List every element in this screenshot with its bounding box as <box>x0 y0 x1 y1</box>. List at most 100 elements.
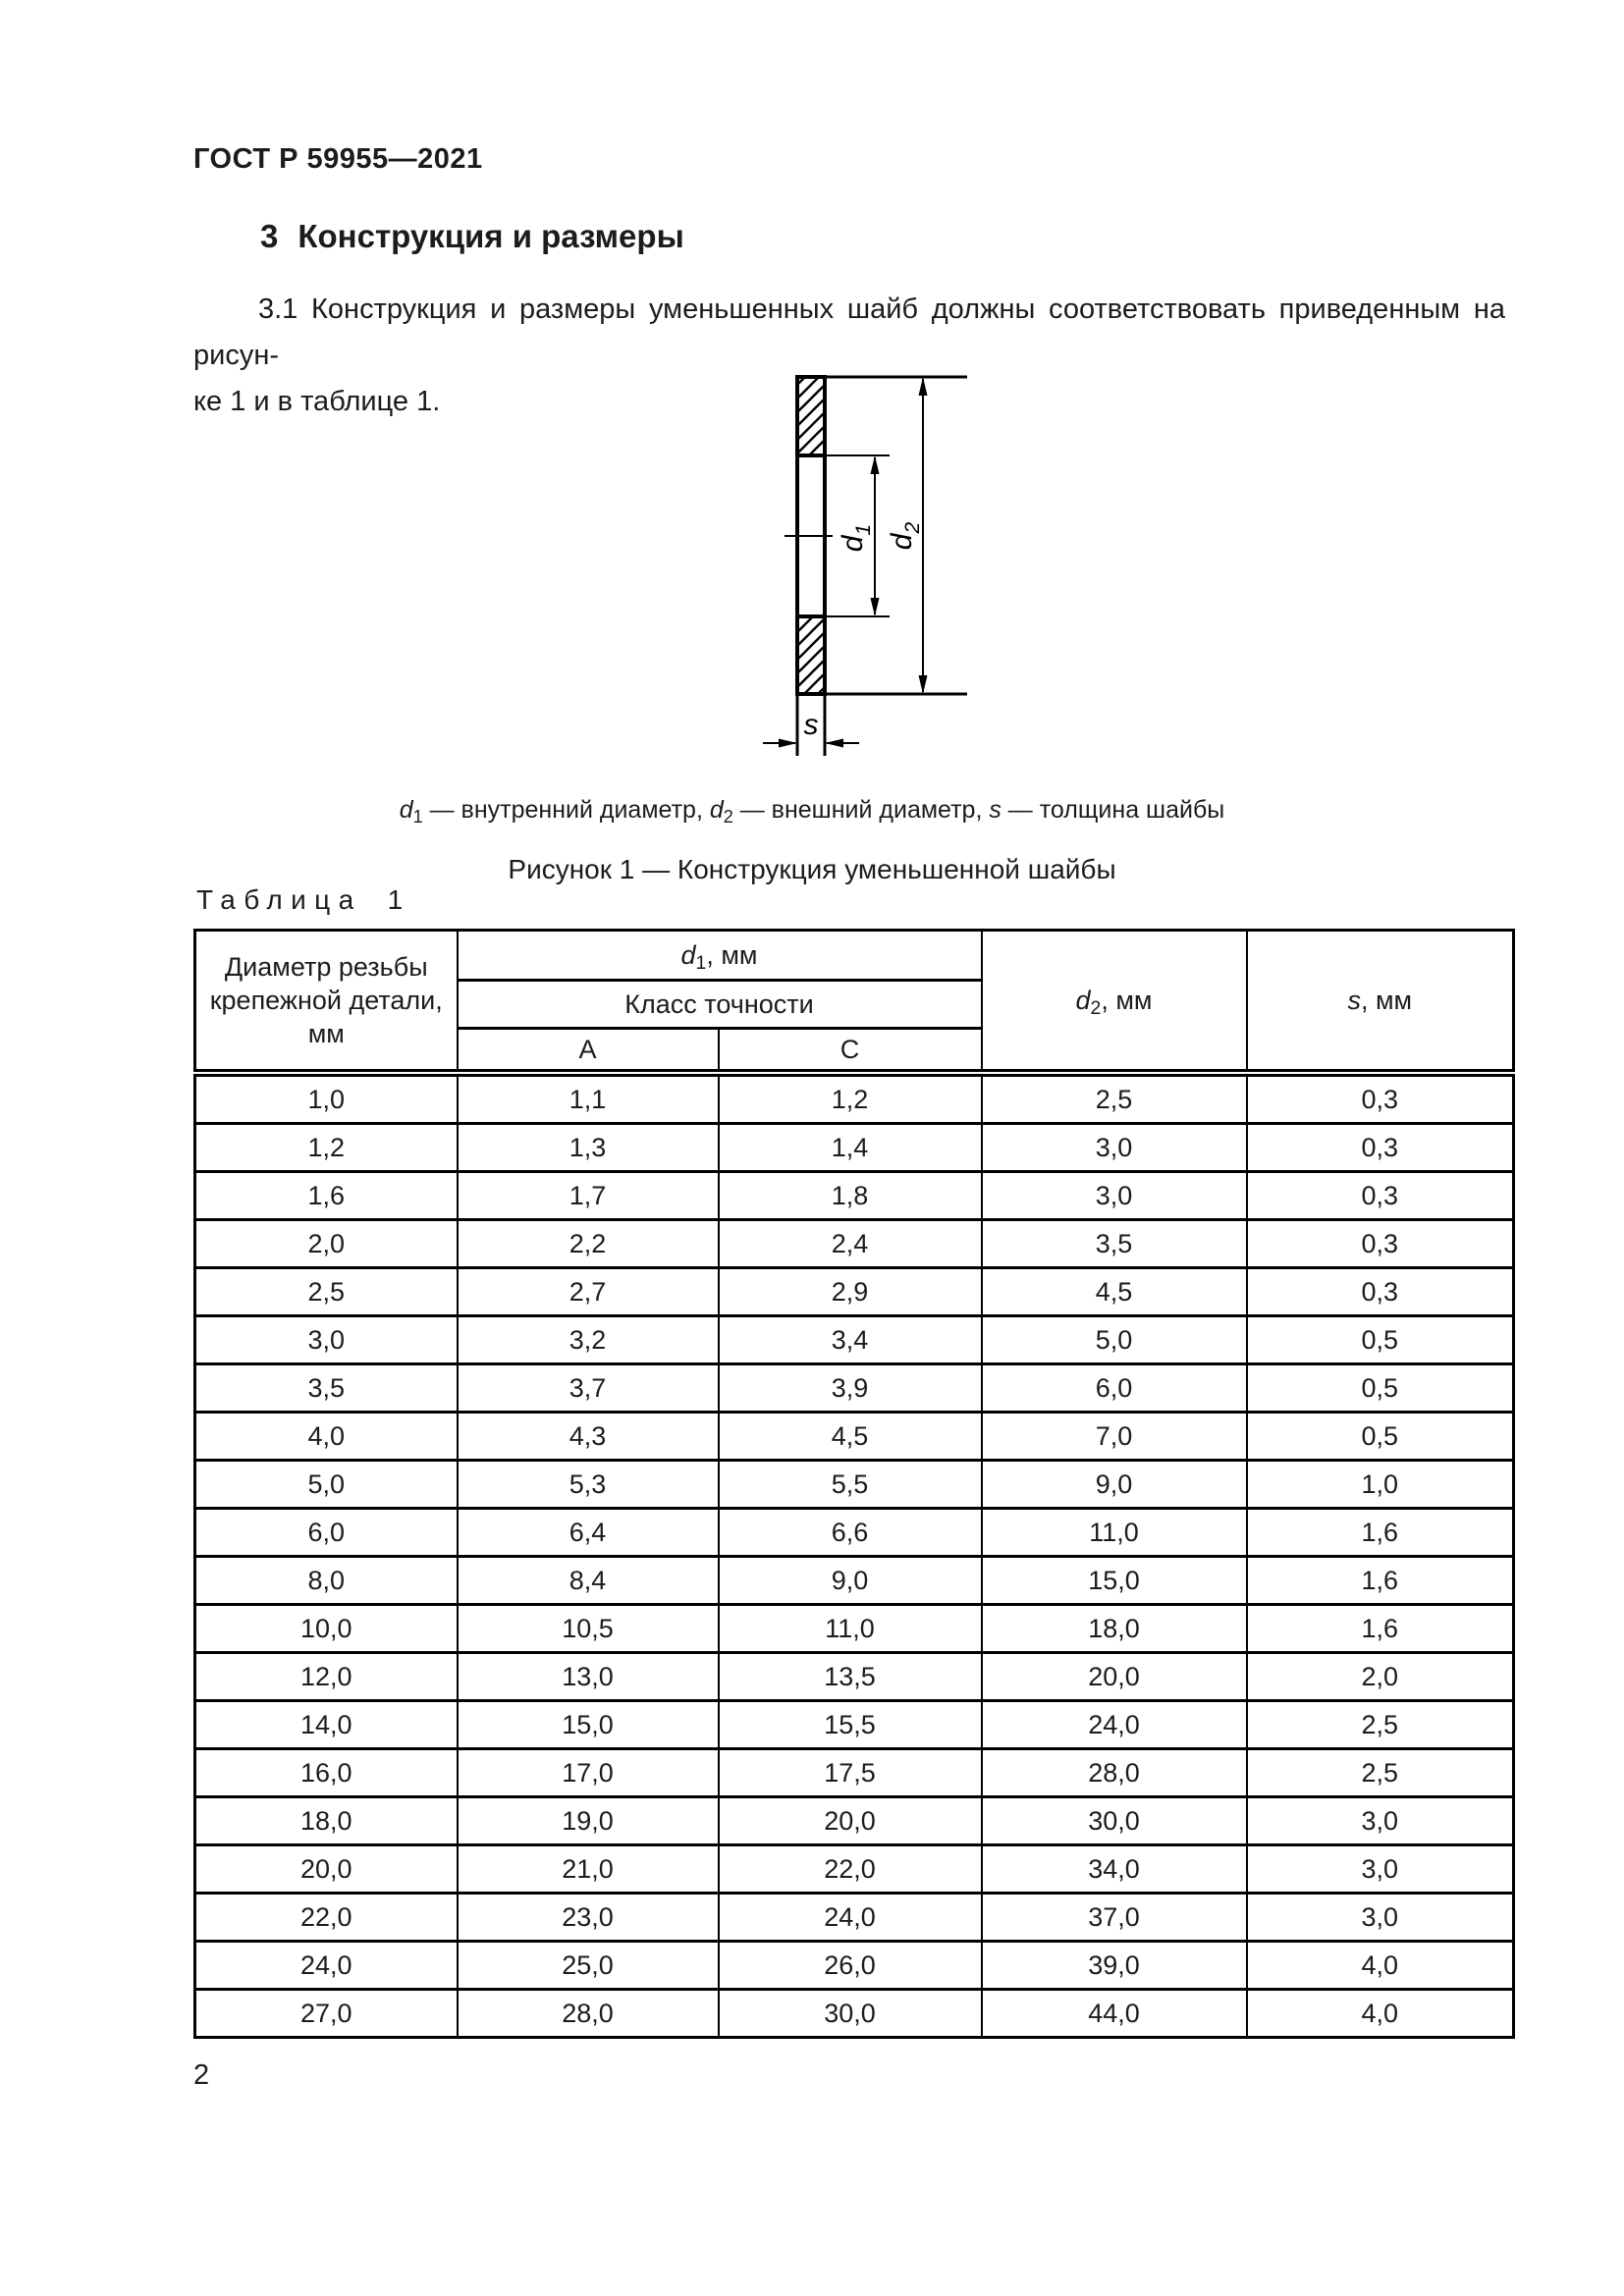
table-row: 20,0 21,0 22,0 34,0 3,0 <box>193 1843 1515 1895</box>
table-cell: 7,0 <box>980 1411 1248 1462</box>
table-row: 14,0 15,0 15,5 24,0 2,5 <box>193 1699 1515 1750</box>
table-cell: 15,5 <box>717 1699 983 1750</box>
table-cell: 0,3 <box>1245 1218 1515 1269</box>
d1-arrow-up <box>870 455 880 474</box>
paragraph-line: ке 1 и в таблице 1. <box>193 386 441 417</box>
table-body: 1,0 1,1 1,2 2,5 0,3 1,2 1,3 1,4 3,0 0,3 1,6 1,7 1,8 3… <box>193 1071 1515 2039</box>
document-code: ГОСТ Р 59955—2021 <box>193 143 483 175</box>
legend-d1-symbol: d <box>399 796 413 824</box>
table-cell: 24,0 <box>193 1940 459 1991</box>
table-cell: 1,6 <box>1245 1507 1515 1558</box>
table-cell: 4,5 <box>980 1266 1248 1317</box>
table-cell: 3,2 <box>456 1314 720 1365</box>
table-cell: 39,0 <box>980 1940 1248 1991</box>
table-row: 2,0 2,2 2,4 3,5 0,3 <box>193 1218 1515 1269</box>
table-cell: 0,3 <box>1245 1122 1515 1173</box>
table-cell: 18,0 <box>193 1795 459 1846</box>
table-cell: 13,5 <box>717 1651 983 1702</box>
table-row: 3,0 3,2 3,4 5,0 0,5 <box>193 1314 1515 1365</box>
s-arrow-left <box>825 738 843 748</box>
table-cell: 26,0 <box>717 1940 983 1991</box>
table-cell: 2,5 <box>980 1071 1248 1125</box>
s-dimension-label: s <box>804 709 819 741</box>
table-cell: 3,9 <box>717 1362 983 1414</box>
table-cell: 11,0 <box>980 1507 1248 1558</box>
table-cell: 0,5 <box>1245 1362 1515 1414</box>
table-cell: 23,0 <box>456 1892 720 1943</box>
table-cell: 27,0 <box>193 1988 459 2039</box>
table-cell: 1,2 <box>193 1122 459 1173</box>
washer-drawing: d1 d2 s <box>763 375 967 756</box>
table-cell: 1,6 <box>1245 1603 1515 1654</box>
table-cell: 6,0 <box>980 1362 1248 1414</box>
table-cell: 0,5 <box>1245 1411 1515 1462</box>
figure-title: Рисунок 1 — Конструкция уменьшенной шайб… <box>508 854 1116 884</box>
paragraph-line: 3.1 Конструкция и размеры уменьшенных ша… <box>193 294 1505 371</box>
hatch-section-bottom <box>799 617 823 693</box>
table-cell: 30,0 <box>717 1988 983 2039</box>
d1-arrow-down <box>870 598 880 616</box>
table-cell: 6,6 <box>717 1507 983 1558</box>
table-cell: 2,2 <box>456 1218 720 1269</box>
table-cell: 2,4 <box>717 1218 983 1269</box>
table-cell: 9,0 <box>717 1555 983 1606</box>
table-row: 12,0 13,0 13,5 20,0 2,0 <box>193 1651 1515 1702</box>
table-row: 1,6 1,7 1,8 3,0 0,3 <box>193 1170 1515 1221</box>
table-cell: 3,0 <box>193 1314 459 1365</box>
d2-dimension-label: d2 <box>886 522 924 551</box>
table-cell: 3,0 <box>1245 1843 1515 1895</box>
table-cell: 24,0 <box>717 1892 983 1943</box>
table-cell: 22,0 <box>717 1843 983 1895</box>
table-cell: 4,5 <box>717 1411 983 1462</box>
table-cell: 1,6 <box>193 1170 459 1221</box>
header-d1: d1, мм <box>456 929 983 982</box>
section-heading: 3 Конструкция и размеры <box>260 218 684 255</box>
table-row: 1,2 1,3 1,4 3,0 0,3 <box>193 1122 1515 1173</box>
d2-arrow-up <box>918 377 928 396</box>
table-cell: 8,4 <box>456 1555 720 1606</box>
table-row: 6,0 6,4 6,6 11,0 1,6 <box>193 1507 1515 1558</box>
table-cell: 1,6 <box>1245 1555 1515 1606</box>
table-cell: 8,0 <box>193 1555 459 1606</box>
table-cell: 1,2 <box>717 1071 983 1125</box>
d2-arrow-down <box>918 675 928 694</box>
table-cell: 3,5 <box>980 1218 1248 1269</box>
table-cell: 5,5 <box>717 1459 983 1510</box>
legend-d1-text: — внутренний диаметр, <box>422 796 710 824</box>
table-cell: 5,0 <box>980 1314 1248 1365</box>
legend-s-symbol: s <box>989 796 1001 824</box>
table-cell: 3,0 <box>1245 1795 1515 1846</box>
table-label-word: Таблица <box>196 884 362 915</box>
table-cell: 21,0 <box>456 1843 720 1895</box>
table-cell: 0,3 <box>1245 1170 1515 1221</box>
table-cell: 1,8 <box>717 1170 983 1221</box>
table-cell: 3,7 <box>456 1362 720 1414</box>
table-cell: 13,0 <box>456 1651 720 1702</box>
table-row: 1,0 1,1 1,2 2,5 0,3 <box>193 1071 1515 1125</box>
hatch-section-top <box>799 379 823 454</box>
table-cell: 16,0 <box>193 1747 459 1798</box>
s-arrow-right <box>779 738 797 748</box>
table-cell: 3,5 <box>193 1362 459 1414</box>
table-cell: 4,0 <box>193 1411 459 1462</box>
table-cell: 3,4 <box>717 1314 983 1365</box>
table-label: Таблица 1 <box>196 884 403 916</box>
table-cell: 28,0 <box>980 1747 1248 1798</box>
table-cell: 15,0 <box>456 1699 720 1750</box>
header-thread-diameter: Диаметр резьбы крепежной детали, мм <box>193 929 459 1077</box>
table-cell: 20,0 <box>193 1843 459 1895</box>
table-cell: 19,0 <box>456 1795 720 1846</box>
table-cell: 25,0 <box>456 1940 720 1991</box>
table-cell: 0,3 <box>1245 1071 1515 1125</box>
table-cell: 3,0 <box>980 1170 1248 1221</box>
table-cell: 15,0 <box>980 1555 1248 1606</box>
table-cell: 6,4 <box>456 1507 720 1558</box>
clause-3-1-paragraph: 3.1 Конструкция и размеры уменьшенных ша… <box>193 287 1505 425</box>
table-row: 2,5 2,7 2,9 4,5 0,3 <box>193 1266 1515 1317</box>
d1-dimension-label: d1 <box>837 524 875 552</box>
table-cell: 1,7 <box>456 1170 720 1221</box>
table-cell: 1,3 <box>456 1122 720 1173</box>
table-cell: 4,0 <box>1245 1988 1515 2039</box>
table-cell: 10,5 <box>456 1603 720 1654</box>
table-cell: 6,0 <box>193 1507 459 1558</box>
